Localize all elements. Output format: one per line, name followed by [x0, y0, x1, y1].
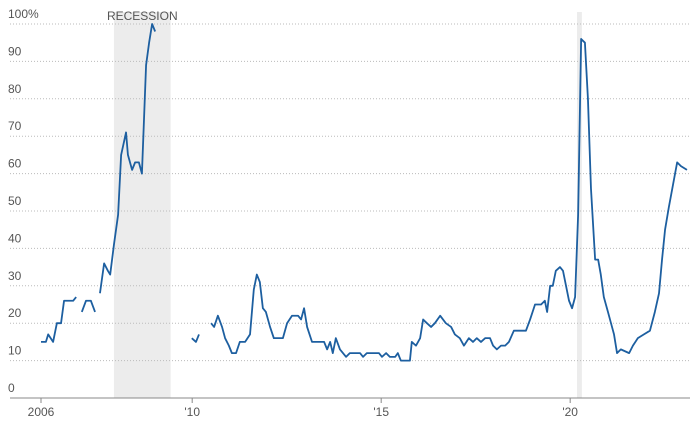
y-tick-label: 40 — [8, 231, 22, 245]
y-tick-label: 80 — [8, 82, 22, 96]
y-tick-label: 10 — [8, 344, 22, 358]
band-label: RECESSION — [107, 9, 178, 23]
y-tick-label: 20 — [8, 306, 22, 320]
shaded-band — [113, 12, 171, 398]
x-tick-label: '15 — [373, 405, 389, 419]
y-tick-label: 100% — [8, 7, 39, 21]
shaded-band — [576, 12, 582, 398]
x-tick-label: '20 — [562, 405, 578, 419]
y-tick-label: 0 — [8, 381, 15, 395]
y-tick-label: 90 — [8, 44, 22, 58]
x-tick-label: 2006 — [28, 405, 55, 419]
y-tick-label: 60 — [8, 157, 22, 171]
y-tick-label: 50 — [8, 194, 22, 208]
y-tick-label: 30 — [8, 269, 22, 283]
data-line — [40, 23, 688, 362]
x-tick-label: '10 — [184, 405, 200, 419]
y-tick-label: 70 — [8, 119, 22, 133]
